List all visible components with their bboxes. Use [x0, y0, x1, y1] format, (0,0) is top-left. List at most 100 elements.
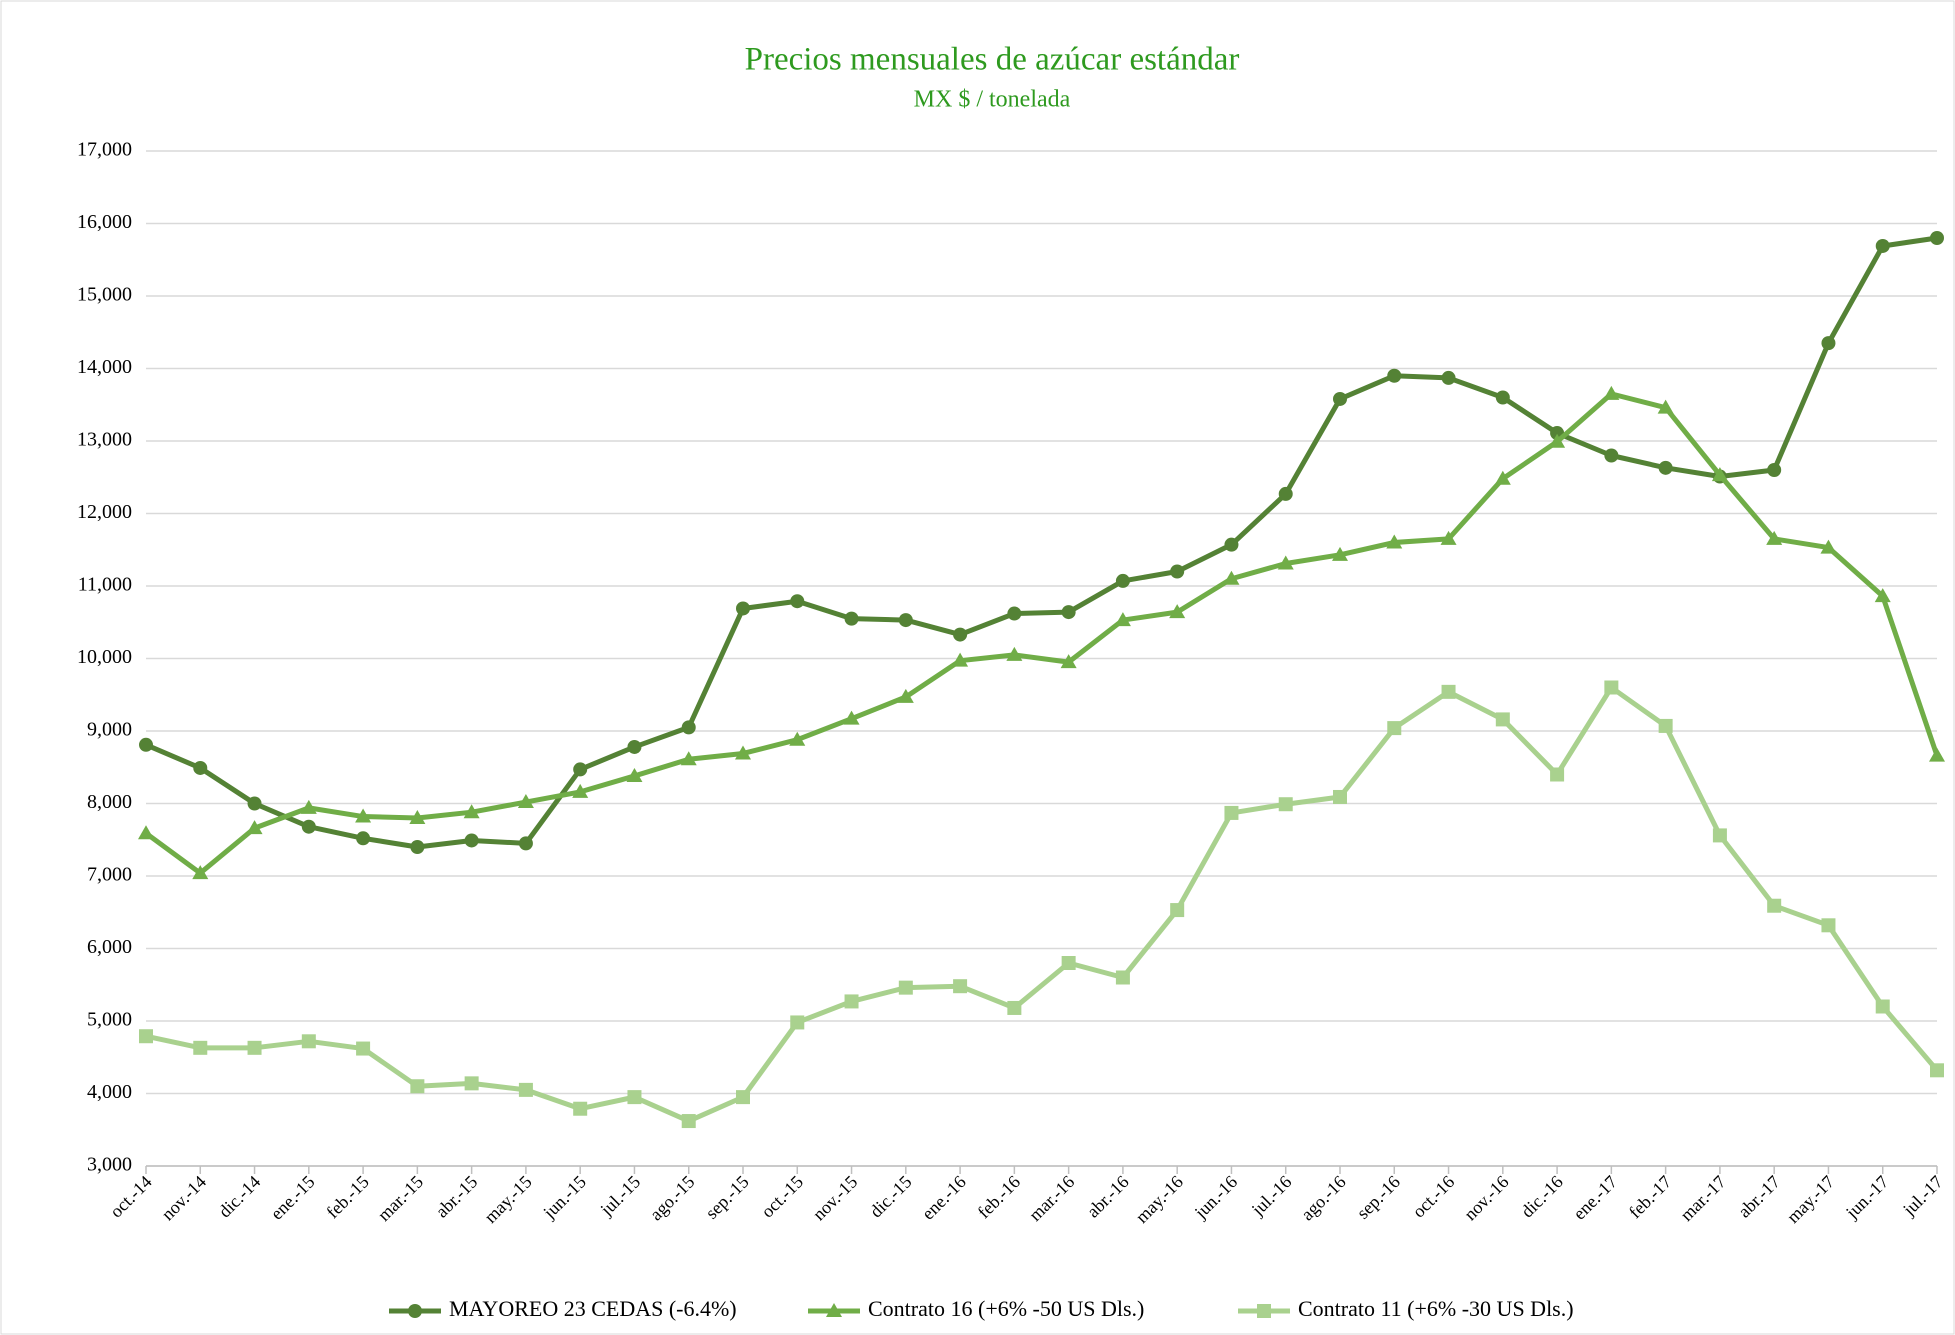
data-point [680, 751, 697, 766]
data-point [300, 799, 317, 814]
data-point [1115, 573, 1130, 588]
data-point [1657, 399, 1674, 414]
data-point [736, 601, 750, 616]
y-tick-label: 15,000 [77, 284, 132, 306]
data-point [1223, 570, 1240, 585]
data-point [573, 1101, 588, 1116]
data-point [139, 737, 153, 752]
data-point [627, 1090, 642, 1105]
data-point [681, 1114, 696, 1129]
data-point [1929, 747, 1945, 762]
data-point [1711, 467, 1728, 482]
data-point [1767, 898, 1782, 913]
data-point [1604, 448, 1619, 463]
data-point [1170, 564, 1185, 579]
data-point [1767, 463, 1782, 477]
data-point [790, 1015, 805, 1030]
data-point [1441, 370, 1456, 385]
data-point [138, 825, 154, 840]
y-tick-label: 12,000 [77, 501, 132, 523]
data-point [790, 594, 805, 609]
data-point [1224, 537, 1239, 552]
y-tick-label: 14,000 [77, 356, 132, 378]
series-line [144, 391, 1940, 876]
data-point [1930, 231, 1944, 245]
data-point [1495, 390, 1510, 405]
data-point [1333, 391, 1347, 406]
y-tick-label: 13,000 [77, 429, 132, 451]
data-point [1277, 555, 1294, 570]
y-tick-label: 5,000 [87, 1009, 132, 1031]
data-point [192, 865, 209, 880]
data-point [1658, 460, 1673, 475]
data-point [1821, 336, 1836, 351]
data-point [356, 831, 371, 846]
data-point [139, 1029, 153, 1044]
series-line [145, 685, 1939, 1124]
data-point [1550, 767, 1565, 782]
data-point [1875, 238, 1890, 253]
data-point [517, 794, 534, 809]
data-point [626, 767, 643, 782]
data-point [301, 819, 316, 834]
series-line [145, 235, 1938, 850]
data-point [1821, 918, 1836, 933]
data-point [1169, 604, 1186, 619]
data-point [518, 836, 533, 851]
y-tick-label: 3,000 [87, 1154, 132, 1176]
y-tick-label: 17,000 [77, 139, 132, 161]
data-point [1278, 797, 1293, 812]
data-point [410, 840, 425, 854]
data-point [1495, 712, 1510, 727]
data-point [1007, 1000, 1022, 1015]
data-point [355, 808, 372, 823]
data-point [1766, 530, 1783, 545]
data-point [1061, 605, 1076, 620]
data-point [1114, 612, 1131, 627]
data-point [1494, 470, 1511, 485]
data-point [1115, 970, 1130, 985]
data-point [844, 994, 859, 1009]
data-point [844, 611, 859, 626]
data-point [1278, 486, 1293, 501]
data-point [735, 745, 751, 760]
legend-label: Contrato 16 (+6% -50 US Dls.) [868, 1296, 1144, 1321]
y-tick-label: 10,000 [77, 646, 132, 668]
data-point [1603, 385, 1620, 400]
data-point [193, 1040, 208, 1055]
data-point [952, 652, 969, 667]
data-point [1440, 530, 1457, 545]
data-point [736, 1090, 750, 1105]
legend-marker [826, 1303, 842, 1317]
data-point [572, 783, 589, 798]
data-point [410, 1079, 425, 1094]
data-point [464, 1076, 479, 1091]
data-point [1170, 903, 1185, 918]
data-point [464, 833, 479, 848]
y-tick-label: 16,000 [77, 211, 132, 233]
data-point [953, 627, 968, 642]
data-point [953, 979, 968, 994]
data-point [898, 613, 913, 628]
data-point [409, 810, 426, 824]
data-point [463, 804, 480, 819]
data-point [247, 796, 262, 811]
y-tick-label: 4,000 [87, 1081, 132, 1103]
data-point [1712, 828, 1727, 843]
data-point [246, 820, 263, 835]
data-point [518, 1082, 533, 1097]
y-tick-label: 9,000 [87, 719, 132, 741]
data-point [1820, 539, 1837, 554]
data-point [1060, 654, 1077, 669]
data-point [789, 731, 806, 746]
data-point [1875, 999, 1890, 1014]
data-point [627, 739, 642, 754]
data-point [1386, 534, 1403, 549]
legend-label: MAYOREO 23 CEDAS (-6.4%) [449, 1296, 737, 1321]
data-point [1224, 805, 1239, 820]
data-point [1604, 680, 1619, 695]
data-point [1930, 1063, 1944, 1078]
chart-title: Precios mensuales de azúcar estándar [745, 42, 1240, 78]
